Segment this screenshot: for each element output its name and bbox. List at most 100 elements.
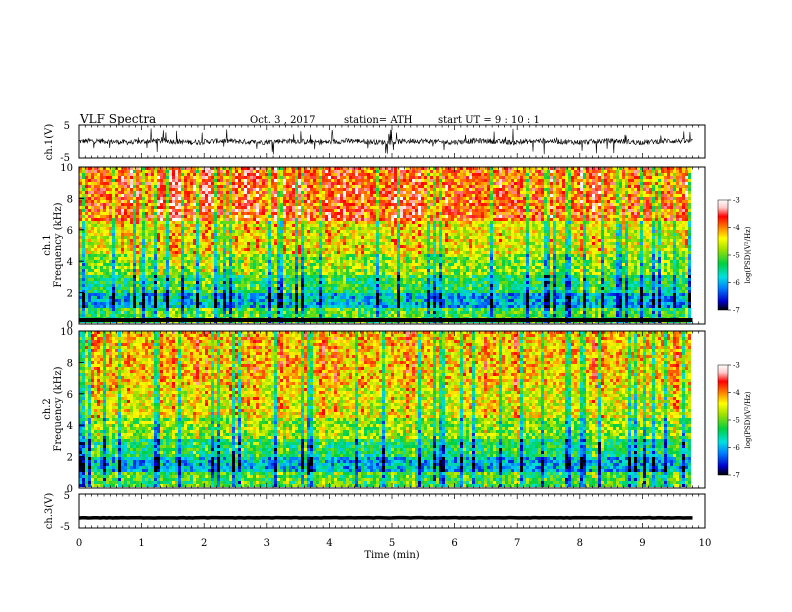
spectrogram-cell — [127, 203, 130, 206]
spectrogram-cell — [280, 221, 283, 224]
spectrogram-cell — [217, 182, 220, 185]
spectrogram-cell — [205, 200, 208, 203]
spectrogram-cell — [331, 260, 334, 263]
spectrogram-cell — [295, 251, 298, 254]
spectrogram-cell — [268, 233, 271, 236]
spectrogram-cell — [283, 185, 286, 188]
spectrogram-cell — [169, 233, 172, 236]
spectrogram-cell — [280, 257, 283, 260]
spectrogram-cell — [118, 209, 121, 212]
spectrogram-cell — [232, 254, 235, 257]
spectrogram-cell — [178, 251, 181, 254]
spectrogram-cell — [307, 290, 310, 293]
spectrogram-cell — [271, 227, 274, 230]
spectrogram-cell — [271, 308, 274, 311]
spectrogram-cell — [127, 257, 130, 260]
spectrogram-cell — [199, 191, 202, 194]
spectrogram-cell — [238, 308, 241, 311]
spectrogram-cell — [298, 218, 301, 221]
spectrogram-cell — [250, 287, 253, 290]
spectrogram-cell — [322, 284, 325, 287]
spectrogram-cell — [289, 254, 292, 257]
spectrogram-cell — [181, 296, 184, 299]
spectrogram-cell — [268, 221, 271, 224]
spectrogram-cell — [139, 209, 142, 212]
spectrogram-cell — [124, 173, 127, 176]
spectrogram-cell — [277, 272, 280, 275]
spectrogram-cell — [277, 281, 280, 284]
spectrogram-cell — [175, 176, 178, 179]
spectrogram-cell — [202, 194, 205, 197]
spectrogram-cell — [349, 287, 352, 290]
spectrogram-cell — [214, 284, 217, 287]
spectrogram-cell — [142, 182, 145, 185]
spectrogram-cell — [169, 248, 172, 251]
spectrogram-cell — [157, 173, 160, 176]
spectrogram-cell — [103, 290, 106, 293]
spectrogram-cell — [364, 206, 367, 209]
spectrogram-cell — [103, 233, 106, 236]
spectrogram-cell — [202, 314, 205, 317]
spectrogram-cell — [292, 260, 295, 263]
spectrogram-cell — [151, 212, 154, 215]
spectrogram-cell — [268, 191, 271, 194]
spectrogram-cell — [361, 182, 364, 185]
spectrogram-cell — [247, 179, 250, 182]
spectrogram-cell — [190, 263, 193, 266]
spectrogram-cell — [175, 269, 178, 272]
spectrogram-cell — [166, 260, 169, 263]
spectrogram-cell — [124, 230, 127, 233]
spectrogram-cell — [241, 308, 244, 311]
spectrogram-cell — [178, 212, 181, 215]
spectrogram-cell — [88, 311, 91, 314]
spectrogram-cell — [136, 173, 139, 176]
spectrogram-cell — [151, 179, 154, 182]
spectrogram-cell — [154, 284, 157, 287]
spectrogram-cell — [178, 227, 181, 230]
spectrogram-cell — [286, 194, 289, 197]
spectrogram-cell — [139, 230, 142, 233]
spectrogram-cell — [340, 245, 343, 248]
spectrogram-cell — [253, 206, 256, 209]
spectrogram-cell — [256, 296, 259, 299]
spectrogram-cell — [121, 200, 124, 203]
spectrogram-cell — [118, 272, 121, 275]
spectrogram-cell — [121, 290, 124, 293]
spectrogram-cell — [292, 242, 295, 245]
spectrogram-cell — [157, 179, 160, 182]
spectrogram-cell — [280, 188, 283, 191]
spectrogram-cell — [118, 191, 121, 194]
spectrogram-cell — [196, 257, 199, 260]
spectrogram-cell — [340, 263, 343, 266]
spectrogram-cell — [337, 176, 340, 179]
spectrogram-cell — [334, 254, 337, 257]
spectrogram-cell — [289, 314, 292, 317]
spectrogram-cell — [82, 266, 85, 269]
spectrogram-cell — [187, 278, 190, 281]
spectrogram-cell — [94, 218, 97, 221]
spectrogram-cell — [184, 314, 187, 317]
spectrogram-cell — [232, 245, 235, 248]
spectrogram-cell — [121, 224, 124, 227]
spectrogram-cell — [193, 206, 196, 209]
spectrogram-cell — [238, 248, 241, 251]
spectrogram-cell — [112, 218, 115, 221]
spectrogram-cell — [331, 245, 334, 248]
spectrogram-cell — [319, 227, 322, 230]
spectrogram-cell — [265, 308, 268, 311]
spectrogram-cell — [154, 314, 157, 317]
spectrogram-cell — [325, 299, 328, 302]
spectrogram-cell — [301, 278, 304, 281]
spectrogram-cell — [187, 179, 190, 182]
spectrogram-cell — [205, 218, 208, 221]
spectrogram-cell — [277, 200, 280, 203]
spectrogram-cell — [364, 269, 367, 272]
spectrogram-cell — [115, 194, 118, 197]
spectrogram-cell — [304, 242, 307, 245]
spectrogram-cell — [97, 194, 100, 197]
spectrogram-cell — [106, 257, 109, 260]
spectrogram-cell — [271, 299, 274, 302]
spectrogram-cell — [205, 263, 208, 266]
spectrogram-cell — [229, 299, 232, 302]
spectrogram-cell — [193, 248, 196, 251]
